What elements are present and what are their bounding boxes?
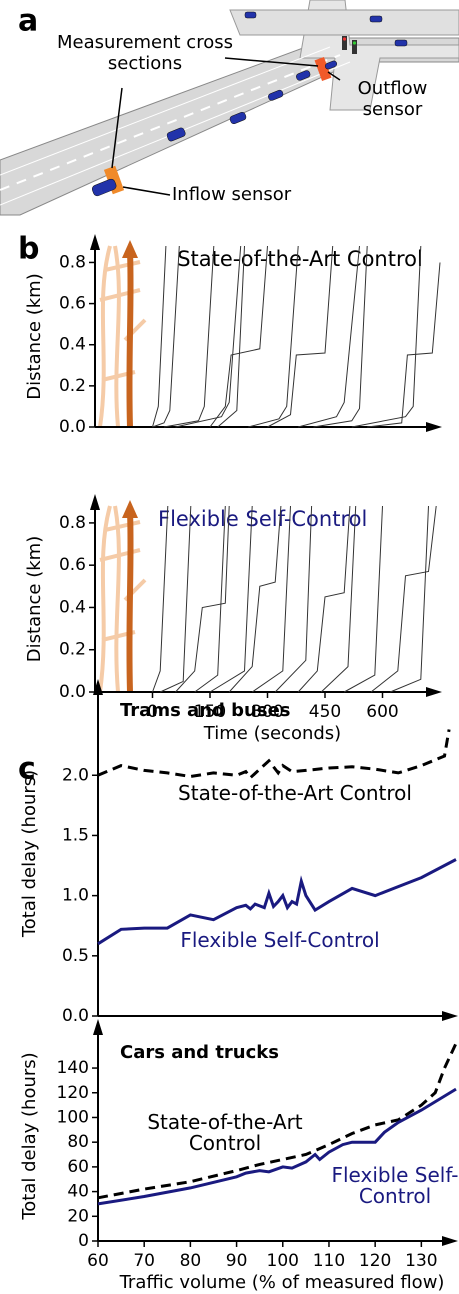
series-label: State-of-the-Art Control xyxy=(140,1112,310,1154)
series-line xyxy=(390,506,428,692)
y-tick-label: 0 xyxy=(78,1231,89,1251)
y-tick-label: 0.2 xyxy=(59,640,86,660)
y-axis-label: Total delay (hours) xyxy=(19,1052,40,1220)
chart-title: State-of-the-Art Control xyxy=(177,247,423,271)
x-tick-label: 120 xyxy=(359,1251,391,1271)
y-tick-label: 20 xyxy=(67,1206,89,1226)
y-tick-label: 2.0 xyxy=(62,765,89,785)
x-tick-label: 80 xyxy=(180,1251,202,1271)
series-line xyxy=(195,506,226,692)
panel-label: b xyxy=(18,232,39,267)
y-axis-label: Total delay (hours) xyxy=(19,770,40,938)
x-tick-label: 450 xyxy=(309,702,341,722)
x-tick-label: 90 xyxy=(226,1251,248,1271)
y-tick-label: 0.0 xyxy=(59,417,86,437)
series-label: Flexible Self-Control xyxy=(325,1165,459,1207)
x-axis-arrow xyxy=(426,422,442,432)
y-tick-label: 1.0 xyxy=(62,886,89,906)
y-axis-arrow xyxy=(93,1019,103,1035)
y-axis-label: Distance (km) xyxy=(24,273,45,399)
x-tick-label: 60 xyxy=(87,1251,109,1271)
series-line xyxy=(298,506,350,692)
y-tick-label: 1.5 xyxy=(62,825,89,845)
x-tick-label: 130 xyxy=(405,1251,437,1271)
x-axis-label: Traffic volume (% of measured flow) xyxy=(119,1272,445,1293)
series-line xyxy=(164,246,214,427)
x-axis-arrow xyxy=(442,1236,458,1246)
series-line xyxy=(252,506,290,692)
figure: abc0.00.20.40.60.8Distance (km)State-of-… xyxy=(0,0,459,1294)
y-tick-label: 0.8 xyxy=(59,252,86,272)
x-axis-arrow xyxy=(426,687,442,697)
series-line xyxy=(275,506,311,692)
series-line xyxy=(153,246,166,427)
series-line xyxy=(248,246,298,427)
series-label: Flexible Self-Control xyxy=(180,930,380,951)
y-tick-label: 120 xyxy=(57,1083,89,1103)
y-tick-label: 80 xyxy=(67,1132,89,1152)
series-line xyxy=(160,506,191,692)
y-tick-label: 60 xyxy=(67,1157,89,1177)
y-tick-label: 0.6 xyxy=(59,555,86,575)
y-tick-label: 0.8 xyxy=(59,513,86,533)
x-tick-label: 600 xyxy=(366,702,398,722)
chart-title: Trams and buses xyxy=(120,700,291,721)
series-line xyxy=(229,506,281,692)
y-axis-label: Distance (km) xyxy=(24,536,45,662)
series-line xyxy=(153,246,180,427)
series-line xyxy=(268,246,333,427)
y-tick-label: 0.6 xyxy=(59,294,86,314)
series-label: State-of-the-Art Control xyxy=(150,783,440,804)
series-line xyxy=(298,246,359,427)
chart-title: Cars and trucks xyxy=(120,1042,279,1063)
x-tick-label: 70 xyxy=(133,1251,155,1271)
y-tick-label: 0.0 xyxy=(59,682,86,702)
series-line xyxy=(314,246,368,427)
annotation: Outflow sensor xyxy=(335,78,450,120)
series-line xyxy=(344,506,382,692)
series-line xyxy=(352,246,421,427)
x-tick-label: 110 xyxy=(313,1251,345,1271)
series-line xyxy=(367,263,440,428)
y-axis-arrow xyxy=(90,494,100,510)
y-tick-label: 100 xyxy=(57,1107,89,1127)
series-line xyxy=(210,506,252,692)
series-line xyxy=(218,246,245,427)
y-tick-label: 40 xyxy=(67,1182,89,1202)
trajectory-icon xyxy=(100,240,145,692)
series-line xyxy=(321,506,356,692)
y-tick-label: 140 xyxy=(57,1058,89,1078)
annotation: Inflow sensor xyxy=(172,184,332,205)
x-tick-label: 100 xyxy=(267,1251,299,1271)
annotation: Measurement cross sections xyxy=(40,32,250,74)
series-line xyxy=(153,506,168,692)
y-tick-label: 0.0 xyxy=(62,1006,89,1026)
x-axis-label: Time (seconds) xyxy=(203,723,341,744)
y-tick-label: 0.2 xyxy=(59,376,86,396)
y-tick-label: 0.4 xyxy=(59,597,86,617)
panel-label: a xyxy=(18,4,38,39)
y-tick-label: 0.4 xyxy=(59,335,86,355)
y-axis-arrow xyxy=(90,234,100,250)
x-axis-arrow xyxy=(442,1011,458,1021)
y-tick-label: 0.5 xyxy=(62,946,89,966)
